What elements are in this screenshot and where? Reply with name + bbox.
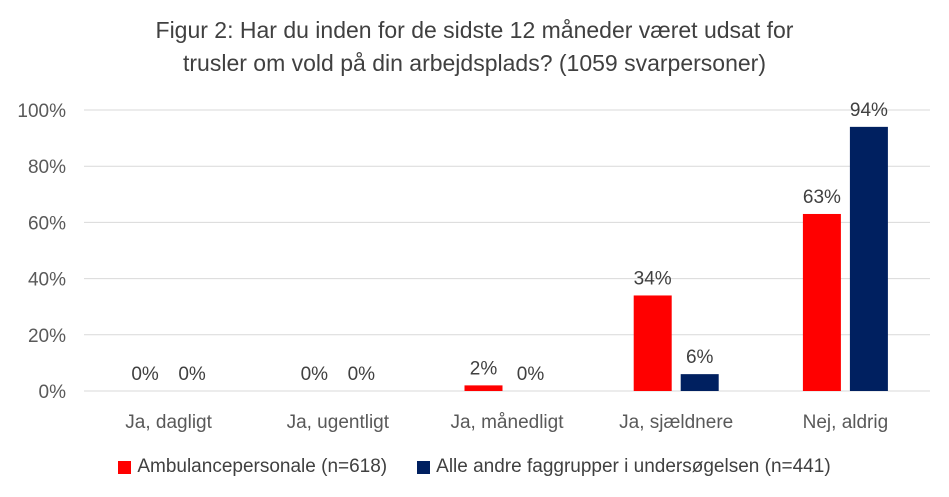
y-tick-label: 40%	[28, 270, 66, 291]
data-label: 6%	[686, 347, 714, 368]
chart-title: Figur 2: Har du inden for de sidste 12 m…	[0, 14, 949, 80]
y-tick-label: 80%	[28, 157, 66, 178]
x-tick-label: Ja, månedligt	[450, 412, 564, 433]
y-tick-label: 100%	[17, 101, 66, 122]
x-tick-label: Nej, aldrig	[803, 412, 889, 433]
data-label: 94%	[850, 100, 888, 121]
data-label: 0%	[131, 364, 159, 385]
chart-legend: Ambulancepersonale (n=618) Alle andre fa…	[0, 456, 949, 478]
chart-title-line-1: Figur 2: Har du inden for de sidste 12 m…	[155, 17, 794, 43]
legend-item-ambulance: Ambulancepersonale (n=618)	[118, 456, 387, 478]
data-label: 0%	[517, 364, 545, 385]
chart-title-line-2: trusler om vold på din arbejdsplads? (10…	[183, 50, 766, 76]
data-label: 0%	[348, 364, 376, 385]
bar-ambulance-4	[802, 213, 841, 391]
y-tick-label: 0%	[39, 382, 67, 403]
x-tick-label: Ja, dagligt	[125, 412, 212, 433]
data-label: 0%	[178, 364, 206, 385]
bar-ambulance-3	[633, 295, 672, 391]
legend-label-ambulance: Ambulancepersonale (n=618)	[137, 456, 388, 477]
x-tick-label: Ja, sjældnere	[619, 412, 733, 433]
legend-swatch-ambulance	[118, 460, 132, 474]
legend-item-others: Alle andre faggrupper i undersøgelsen (n…	[417, 456, 831, 478]
y-tick-label: 20%	[28, 326, 66, 347]
y-tick-label: 60%	[28, 213, 66, 234]
legend-swatch-others	[417, 460, 431, 474]
data-label: 2%	[470, 358, 498, 379]
data-label: 63%	[803, 187, 841, 208]
x-tick-label: Ja, ugentligt	[287, 412, 390, 433]
data-label: 34%	[634, 268, 672, 289]
legend-label-others: Alle andre faggrupper i undersøgelsen (n…	[436, 456, 831, 477]
bar-ambulance-2	[464, 385, 503, 391]
data-label: 0%	[301, 364, 329, 385]
bar-others-3	[680, 374, 719, 391]
bar-others-4	[849, 126, 888, 392]
